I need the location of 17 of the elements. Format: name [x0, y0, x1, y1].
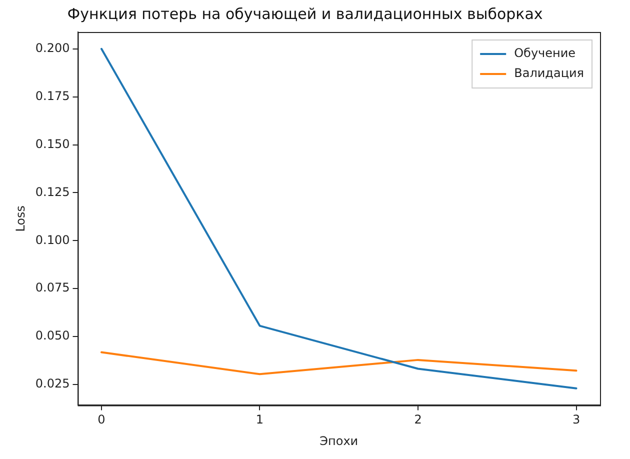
y-tick-label: 0.200: [35, 41, 70, 55]
y-tick-label: 0.025: [35, 376, 70, 391]
y-tick-label: 0.125: [35, 184, 70, 199]
x-tick-label: 0: [98, 412, 106, 427]
y-axis-title: Loss: [13, 205, 28, 232]
legend-label: Валидация: [514, 66, 584, 80]
y-tick-label: 0.150: [35, 136, 70, 151]
x-tick-label: 1: [256, 412, 264, 427]
chart-title: Функция потерь на обучающей и валидационных выборках: [67, 4, 543, 23]
legend-label: Обучение: [514, 46, 576, 60]
y-tick-label: 0.050: [35, 328, 70, 343]
x-tick-label: 3: [572, 412, 580, 427]
y-tick-label: 0.175: [35, 88, 70, 103]
y-tick-label: 0.100: [35, 232, 70, 247]
y-tick-label: 0.075: [35, 280, 70, 295]
x-axis-title: Эпохи: [320, 434, 358, 448]
x-tick-label: 2: [414, 412, 422, 427]
